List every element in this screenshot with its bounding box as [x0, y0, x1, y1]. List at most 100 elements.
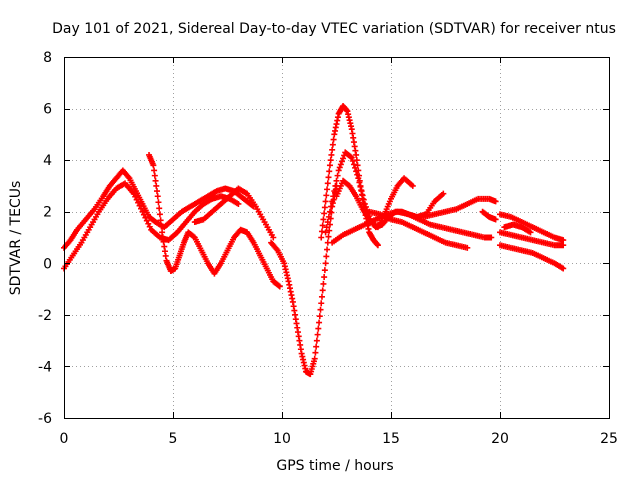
data-point: [323, 253, 330, 260]
data-point: [354, 171, 361, 178]
series-satellite-track-m: [497, 211, 567, 244]
data-point: [153, 182, 160, 189]
data-point: [326, 227, 333, 234]
data-point: [313, 337, 320, 344]
data-point: [340, 155, 347, 162]
data-point: [142, 214, 149, 221]
data-point: [338, 158, 345, 165]
data-point: [353, 151, 360, 158]
data-point: [322, 198, 329, 205]
x-tick-label: 0: [60, 431, 69, 447]
data-point: [319, 287, 326, 294]
data-point: [143, 217, 150, 224]
data-point: [326, 168, 333, 175]
data-point: [150, 162, 157, 169]
y-tick-label: -4: [38, 359, 52, 375]
data-point: [322, 229, 329, 236]
data-point: [440, 190, 447, 197]
y-tick-label: -6: [38, 411, 52, 427]
data-points: [61, 102, 567, 378]
data-point: [155, 199, 162, 206]
series-satellite-track-j: [366, 208, 471, 251]
data-point: [560, 242, 567, 249]
series-satellite-track-n: [497, 229, 567, 249]
data-point: [151, 172, 158, 179]
data-point: [325, 213, 332, 220]
data-point: [315, 325, 322, 332]
data-point: [145, 220, 152, 227]
x-tick-label: 10: [273, 431, 291, 447]
data-point: [352, 164, 359, 171]
data-point: [318, 300, 325, 307]
series-satellite-track-a: [61, 167, 257, 251]
data-point: [318, 234, 325, 241]
data-point: [130, 190, 137, 197]
data-point: [190, 233, 197, 240]
series-satellite-track-o: [497, 242, 567, 272]
data-point: [322, 260, 329, 267]
data-point: [325, 233, 332, 240]
y-tick-label: 2: [43, 205, 52, 221]
data-point: [335, 167, 342, 174]
y-tick-label: -2: [38, 308, 52, 324]
series-satellite-track-c: [146, 151, 283, 290]
data-point: [374, 242, 381, 249]
data-point: [324, 186, 331, 193]
data-point: [157, 217, 164, 224]
data-point: [326, 162, 333, 169]
data-point: [152, 177, 159, 184]
data-point: [321, 204, 328, 211]
data-point: [492, 198, 499, 205]
data-point: [329, 141, 336, 148]
data-point: [560, 265, 567, 272]
series-satellite-track-k: [420, 195, 499, 220]
data-point: [321, 267, 328, 274]
series-satellite-track-p: [501, 221, 534, 236]
data-point: [326, 208, 333, 215]
data-point: [320, 280, 327, 287]
data-point: [329, 198, 336, 205]
data-point: [356, 179, 363, 186]
data-point: [336, 164, 343, 171]
data-point: [154, 188, 161, 195]
data-point: [270, 234, 277, 241]
data-point: [140, 211, 147, 218]
x-tick-label: 15: [382, 431, 400, 447]
data-point: [323, 224, 330, 231]
y-tick-label: 0: [43, 256, 52, 272]
data-point: [333, 177, 340, 184]
plot-border: [64, 57, 610, 419]
chart-title: Day 101 of 2021, Sidereal Day-to-day VTE…: [52, 21, 616, 37]
data-point: [275, 282, 282, 289]
data-point: [328, 151, 335, 158]
data-point: [327, 157, 334, 164]
data-point: [321, 274, 328, 281]
data-point: [318, 293, 325, 300]
data-point: [138, 205, 145, 212]
data-point: [325, 174, 332, 181]
x-tick-label: 25: [600, 431, 618, 447]
data-point: [359, 192, 366, 199]
data-point: [334, 172, 341, 179]
x-tick-label: 5: [169, 431, 178, 447]
data-point: [409, 182, 416, 189]
data-point: [235, 200, 242, 207]
data-point: [318, 228, 325, 235]
data-point: [135, 199, 142, 206]
data-point: [348, 154, 355, 161]
data-point: [320, 216, 327, 223]
data-point: [324, 180, 331, 187]
data-point: [358, 188, 365, 195]
data-point: [324, 246, 331, 253]
data-point: [136, 202, 143, 209]
data-point: [133, 196, 140, 203]
data-point: [329, 146, 336, 153]
data-point: [158, 223, 165, 230]
data-point: [353, 157, 360, 164]
data-point: [355, 175, 362, 182]
data-point: [154, 193, 161, 200]
data-point: [464, 244, 471, 251]
data-point: [146, 223, 153, 230]
data-point: [324, 219, 331, 226]
